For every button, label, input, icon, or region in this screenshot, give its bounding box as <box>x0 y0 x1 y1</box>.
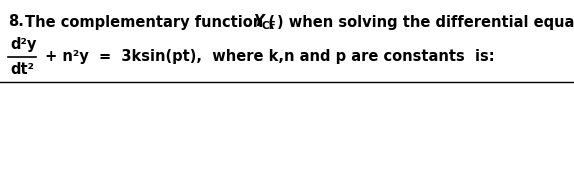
Text: The complementary function (: The complementary function ( <box>25 15 275 30</box>
Text: d²y: d²y <box>10 38 36 53</box>
Text: ) when solving the differential equation: ) when solving the differential equation <box>277 15 574 30</box>
Text: + n²y  =  3ksin(pt),  where k,n and p are constants  is:: + n²y = 3ksin(pt), where k,n and p are c… <box>40 50 495 64</box>
Text: 8.: 8. <box>8 15 24 30</box>
Text: CF: CF <box>261 21 276 31</box>
Text: dt²: dt² <box>10 61 34 76</box>
Text: Y: Y <box>253 15 263 30</box>
